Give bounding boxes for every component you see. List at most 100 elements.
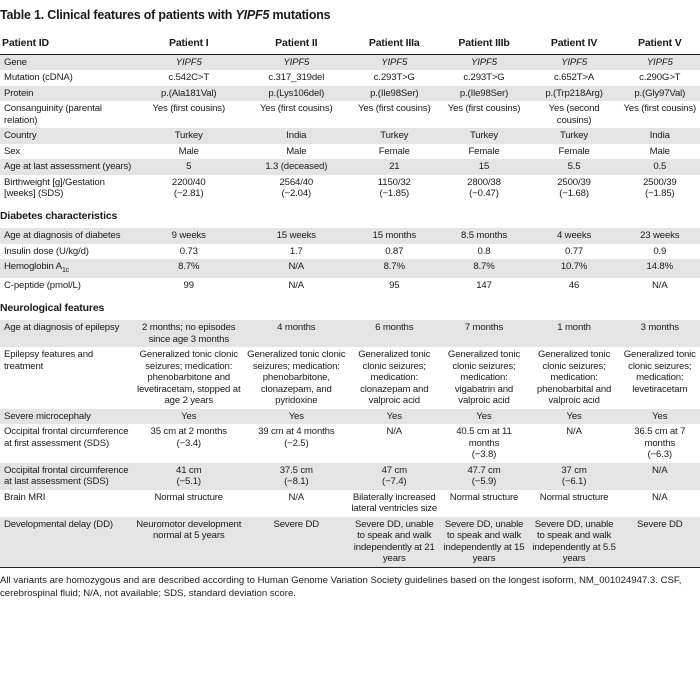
cell: Female bbox=[378, 145, 410, 157]
cell: 2500/39 (−1.68) bbox=[557, 176, 591, 200]
data-row: Country Turkey India Turkey Turkey Turkey Indi… bbox=[0, 128, 700, 144]
cell: 1 month bbox=[528, 320, 620, 348]
cell: 99 bbox=[183, 280, 195, 292]
cell: Severe DD bbox=[243, 516, 350, 568]
cell: 35 cm at 2 months (−3.4) bbox=[150, 426, 228, 449]
data-row: Sex Male Male Female Female Female Male bbox=[0, 144, 700, 160]
cell: 147 bbox=[476, 280, 492, 292]
row-label: Occipital frontal circumference at last … bbox=[0, 462, 134, 490]
cell: India bbox=[243, 128, 350, 144]
cell: Yes (first cousins) bbox=[152, 103, 225, 114]
cell: 2800/38 (−0.47) bbox=[467, 176, 501, 200]
data-row: Brain MRI Normal structure N/A Bilaterally … bbox=[0, 490, 700, 517]
row-label: Brain MRI bbox=[4, 491, 46, 503]
cell: Generalized tonic clonic seizures; medic… bbox=[623, 349, 696, 395]
cell: 0.73 bbox=[179, 245, 198, 257]
title-suffix: mutations bbox=[272, 8, 331, 22]
column-header: Patient II bbox=[243, 32, 350, 55]
cell: p.(Gly97Val) bbox=[619, 85, 700, 101]
column-header: Patient IIIa bbox=[349, 32, 440, 55]
cell: Yes (first cousins) bbox=[260, 103, 333, 114]
cell: Female bbox=[468, 145, 500, 157]
data-row: Developmental delay (DD) Neuromotor devel… bbox=[0, 516, 700, 568]
cell: 0.5 bbox=[619, 159, 700, 175]
cell: c.290G>T bbox=[639, 72, 681, 83]
row-label: Hemoglobin A1c bbox=[0, 259, 134, 279]
cell: 0.8 bbox=[477, 245, 491, 257]
cell: Turkey bbox=[439, 128, 529, 144]
cell: c.293T>G bbox=[463, 72, 505, 83]
cell: YIPF5 bbox=[349, 54, 440, 70]
cell: 95 bbox=[389, 280, 400, 292]
cell: 40.5 cm at 11 months (−3.8) bbox=[456, 426, 512, 461]
row-label: Consanguinity (parental relation) bbox=[4, 103, 102, 126]
cell: 8.5 months bbox=[439, 228, 529, 244]
cell: 4 months bbox=[243, 320, 350, 348]
cell: c.317_319del bbox=[268, 72, 325, 83]
clinical-table: Patient ID Patient I Patient II Patient III… bbox=[0, 32, 700, 568]
row-label: Age at last assessment (years) bbox=[0, 159, 134, 175]
section-row: Diabetes characteristics bbox=[0, 202, 700, 229]
cell: 23 weeks bbox=[619, 228, 700, 244]
cell: 8.7% bbox=[349, 259, 440, 279]
cell: 4 weeks bbox=[528, 228, 620, 244]
row-label: Age at diagnosis of diabetes bbox=[0, 228, 134, 244]
cell: c.652T>A bbox=[553, 72, 595, 83]
cell: Male bbox=[286, 145, 307, 157]
cell: 5 bbox=[134, 159, 244, 175]
cell: p.(Ile98Ser) bbox=[349, 85, 440, 101]
row-label: Gene bbox=[0, 54, 134, 70]
row-label: C-peptide (pmol/L) bbox=[4, 280, 81, 292]
cell: Neuromotor development normal at 5 years bbox=[134, 516, 244, 568]
section-row: Neurological features bbox=[0, 294, 700, 321]
cell: Yes (second cousins) bbox=[548, 103, 600, 126]
cell: 15 bbox=[439, 159, 529, 175]
data-row: Hemoglobin A1c 8.7% N/A 8.7% 8.7% 10.7% 14.8% bbox=[0, 259, 700, 279]
cell: Yes bbox=[243, 408, 350, 425]
header-row: Patient ID Patient I Patient II Patient III… bbox=[0, 32, 700, 55]
cell: Yes bbox=[134, 408, 244, 425]
cell: 1150/32 (−1.85) bbox=[377, 176, 411, 200]
row-label: Severe microcephaly bbox=[0, 408, 134, 425]
cell: 1.7 bbox=[289, 245, 303, 257]
cell: Severe DD, unable to speak and walk inde… bbox=[439, 516, 529, 568]
cell: Yes (first cousins) bbox=[358, 103, 431, 114]
table-title: Table 1. Clinical features of patients w… bbox=[0, 8, 700, 22]
cell: Generalized tonic clonic seizures; medic… bbox=[137, 349, 241, 407]
cell: Yes bbox=[349, 408, 440, 425]
cell: 0.9 bbox=[653, 245, 667, 257]
cell: YIPF5 bbox=[528, 54, 620, 70]
cell: c.293T>G bbox=[373, 72, 415, 83]
cell: Bilaterally increased lateral ventricles… bbox=[351, 491, 438, 515]
cell: Generalized tonic clonic seizures; medic… bbox=[447, 349, 521, 407]
cell: 37 cm (−6.1) bbox=[528, 462, 620, 490]
data-row: Mutation (cDNA) c.542C>T c.317_319del c.293… bbox=[0, 70, 700, 86]
cell: 2500/39 (−1.85) bbox=[642, 176, 677, 200]
row-label: Occipital frontal circumference at first… bbox=[4, 426, 129, 449]
cell: 8.7% bbox=[439, 259, 529, 279]
cell: N/A bbox=[619, 462, 700, 490]
cell: c.542C>T bbox=[168, 72, 210, 83]
data-row: Age at last assessment (years) 5 1.3 (dece… bbox=[0, 159, 700, 175]
cell: 0.77 bbox=[565, 245, 584, 257]
cell: Male bbox=[178, 145, 199, 157]
row-label: Epilepsy features and treatment bbox=[4, 349, 94, 372]
column-header: Patient V bbox=[619, 32, 700, 55]
cell: N/A bbox=[652, 280, 668, 292]
data-row: Age at diagnosis of diabetes 9 weeks 15 we… bbox=[0, 228, 700, 244]
cell: 10.7% bbox=[528, 259, 620, 279]
cell: 6 months bbox=[349, 320, 440, 348]
cell: 2564/40 (−2.04) bbox=[279, 176, 314, 200]
cell: N/A bbox=[652, 491, 668, 503]
cell: 7 months bbox=[439, 320, 529, 348]
data-row: Epilepsy features and treatment Generaliz… bbox=[0, 347, 700, 409]
cell: Yes bbox=[528, 408, 620, 425]
column-header: Patient ID bbox=[0, 32, 134, 55]
cell: YIPF5 bbox=[134, 54, 244, 70]
data-row: Protein p.(Ala181Val) p.(Lys106del) p.(Ile9… bbox=[0, 85, 700, 101]
title-text: Table 1. Clinical features of patients w… bbox=[0, 8, 233, 22]
cell: p.(Trp218Arg) bbox=[528, 85, 620, 101]
data-row: Insulin dose (U/kg/d) 0.73 1.7 0.87 0.8 0.77 0… bbox=[0, 244, 700, 260]
row-label: Developmental delay (DD) bbox=[0, 516, 134, 568]
cell: Normal structure bbox=[154, 491, 223, 503]
